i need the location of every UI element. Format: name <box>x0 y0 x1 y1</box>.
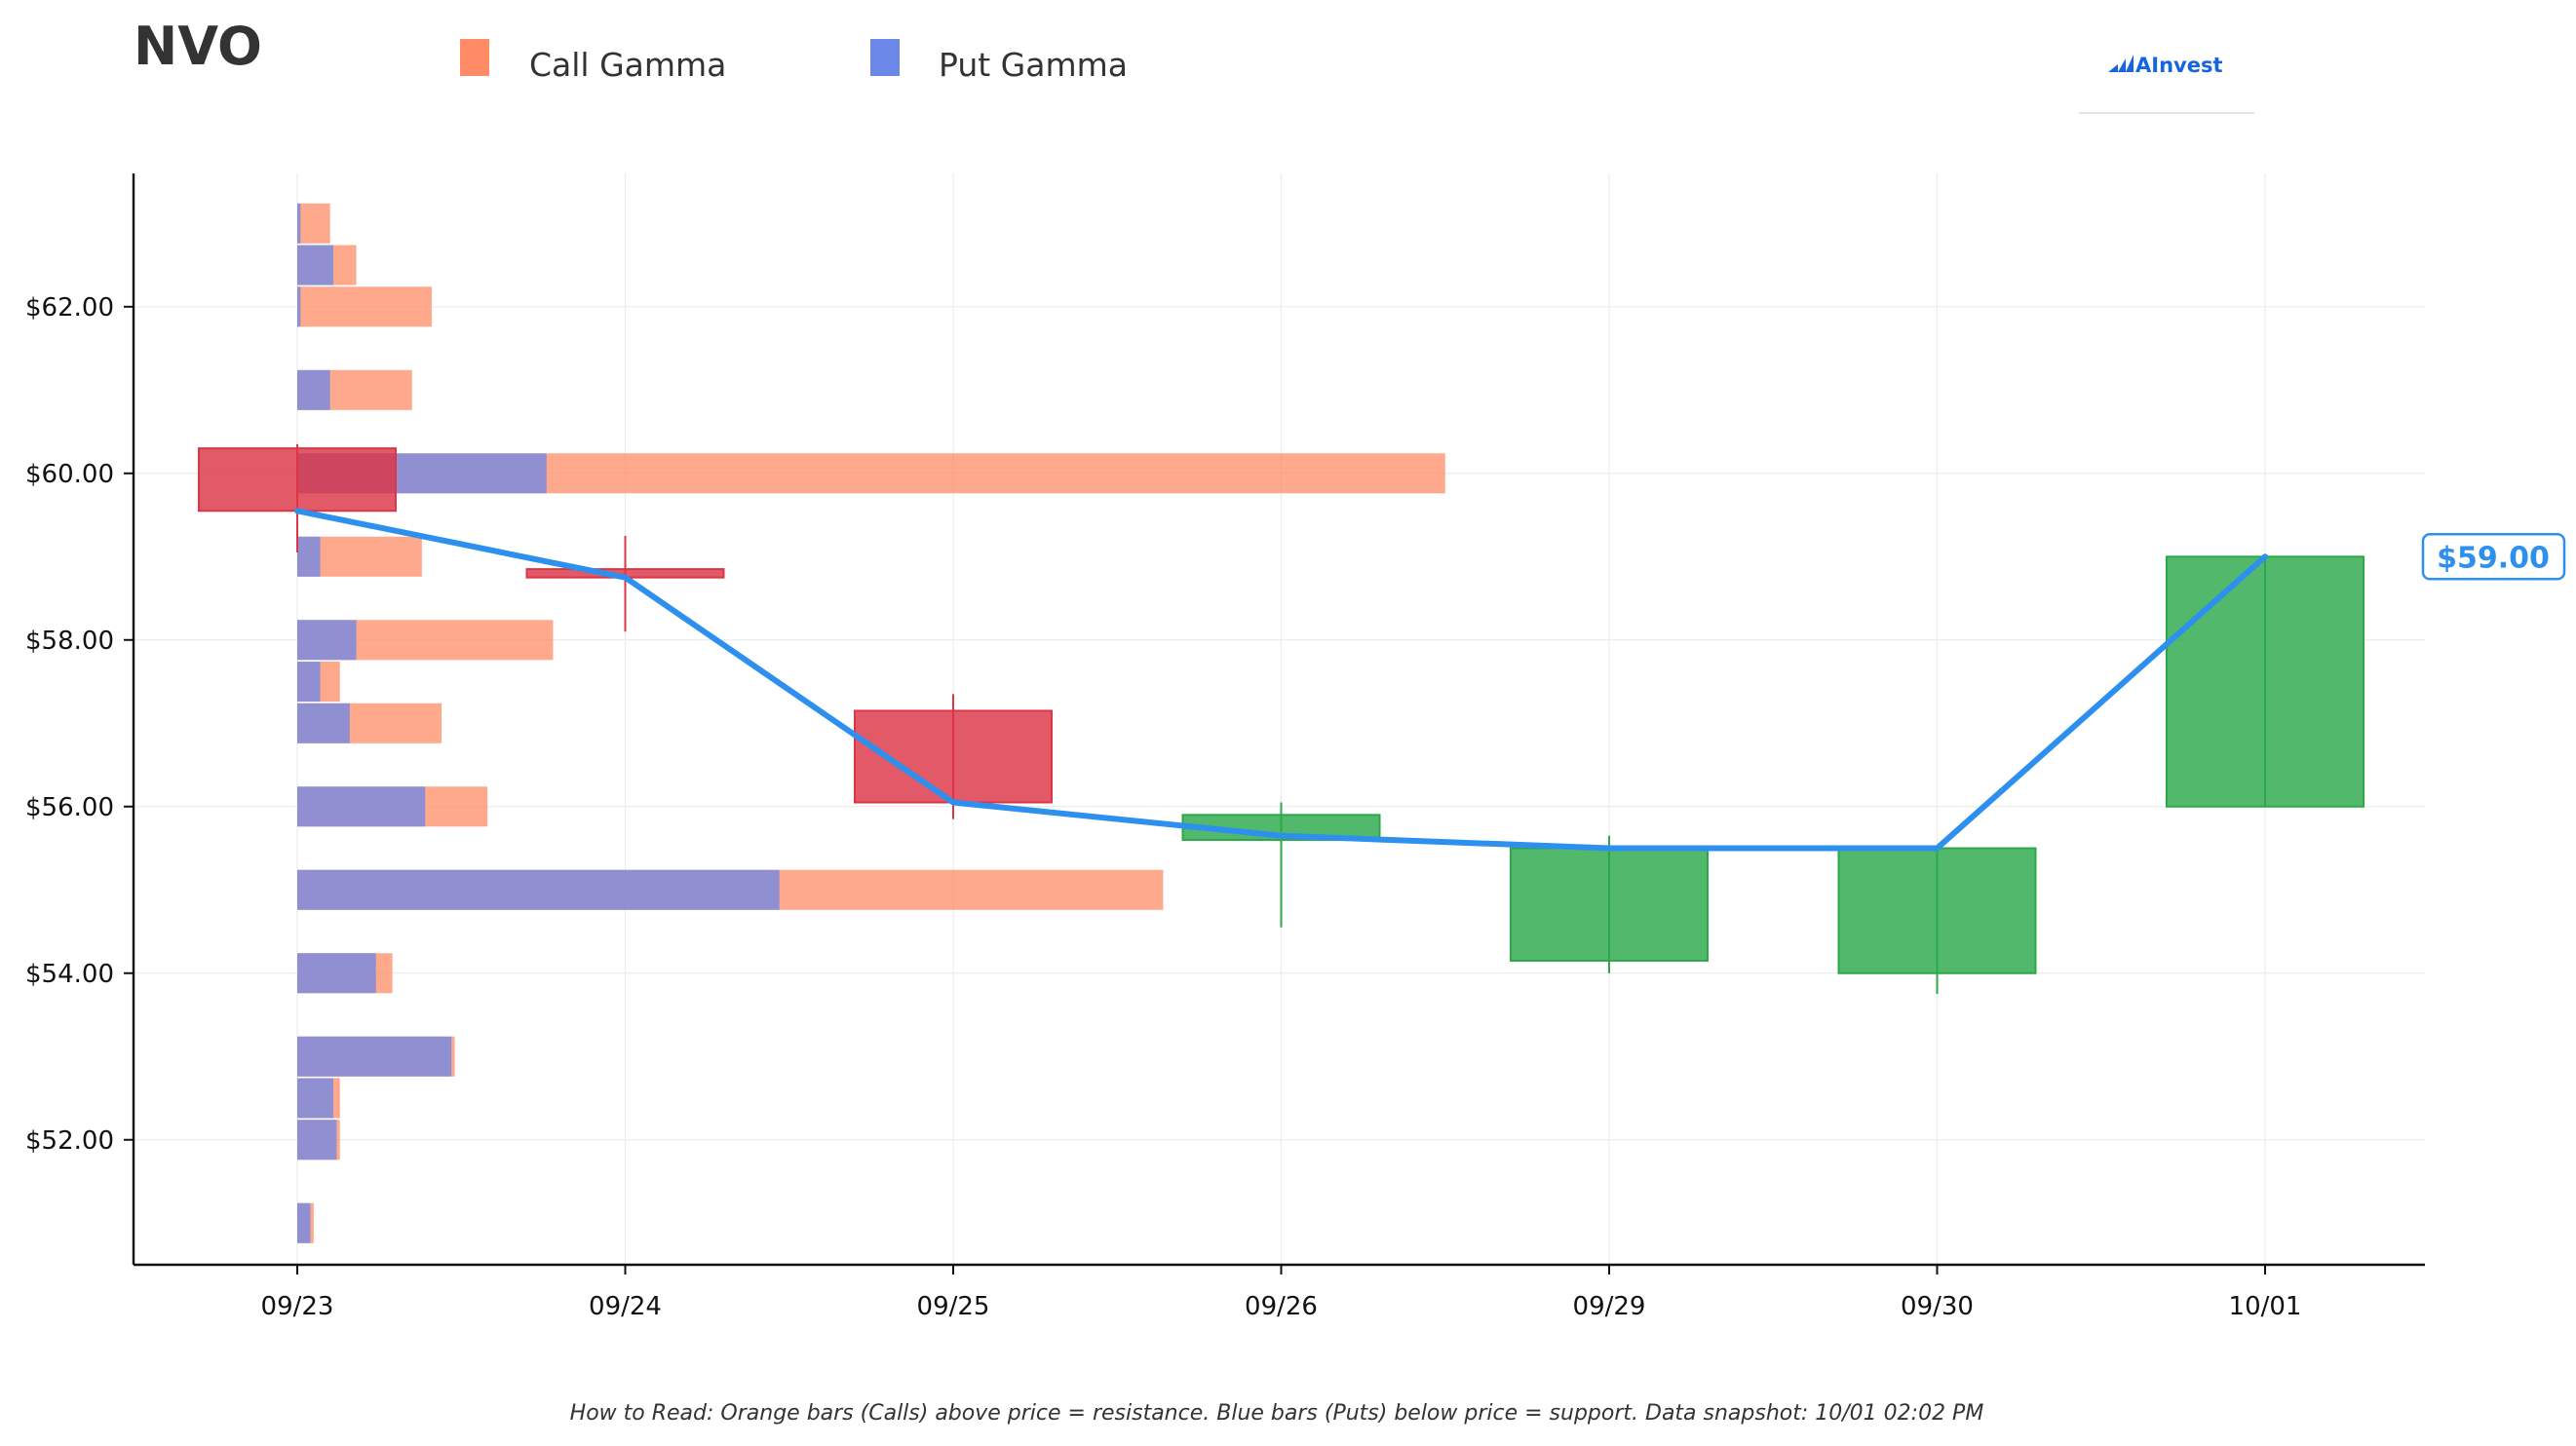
candle-body <box>1510 847 1709 962</box>
put-gamma-bar <box>297 286 301 327</box>
x-tick-label: 09/30 <box>1901 1292 1974 1321</box>
x-tick-label: 09/25 <box>917 1292 990 1321</box>
legend-swatch-put <box>870 39 900 76</box>
y-tick-label: $58.00 <box>25 627 114 656</box>
candle-body <box>198 447 397 513</box>
put-gamma-bar <box>297 536 321 577</box>
put-gamma-bar <box>297 703 350 743</box>
price-label: $59.00 <box>2421 533 2566 581</box>
put-gamma-bar <box>297 1202 311 1243</box>
x-tick-label: 09/24 <box>589 1292 662 1321</box>
current-price-badge <box>2421 533 2566 581</box>
legend-label-put: Put Gamma <box>939 46 1128 84</box>
y-tick-label: $56.00 <box>25 793 114 822</box>
put-gamma-bar <box>297 620 357 661</box>
ticker-title: NVO <box>134 16 262 77</box>
put-gamma-bar <box>297 786 426 827</box>
put-gamma-bar <box>297 1120 337 1161</box>
close-line <box>294 508 2268 852</box>
legend-swatch-call <box>460 39 489 76</box>
put-gamma-bar <box>297 953 376 994</box>
close-price-line <box>294 508 2268 852</box>
x-tick-label: 09/29 <box>1573 1292 1646 1321</box>
y-tick-label: $62.00 <box>25 293 114 323</box>
put-gamma-bar <box>297 1078 334 1119</box>
candle-body <box>2166 555 2365 808</box>
candle-body <box>1837 847 2037 974</box>
chart-growth-icon <box>2108 55 2134 72</box>
gamma-bars <box>297 203 1445 1243</box>
footnote: How to Read: Orange bars (Calls) above p… <box>570 1401 1984 1426</box>
candles <box>198 443 2365 995</box>
axes: $52.00 $54.00 $56.00 $58.00 $60.00 $62.00 09/2… <box>25 173 2425 1321</box>
x-tick-label: 09/23 <box>261 1292 334 1321</box>
y-tick-label: $60.00 <box>25 460 114 489</box>
x-tick-label: 10/01 <box>2229 1292 2302 1321</box>
y-tick-label: $52.00 <box>25 1126 114 1156</box>
legend: Call Gamma Put Gamma <box>460 39 1128 84</box>
put-gamma-bar <box>297 245 334 285</box>
put-gamma-bar <box>297 869 780 910</box>
put-gamma-bar <box>297 203 301 244</box>
put-gamma-bar <box>297 662 321 703</box>
put-gamma-bar <box>297 1036 452 1077</box>
call-gamma-bar <box>297 203 330 244</box>
put-gamma-bar <box>297 369 330 410</box>
brand-name: AInvest <box>2135 54 2223 77</box>
x-tick-label: 09/26 <box>1245 1292 1318 1321</box>
call-gamma-bar <box>297 286 432 327</box>
current-price-label: $59.00 <box>2437 541 2550 575</box>
y-tick-label: $54.00 <box>25 960 114 989</box>
legend-label-call: Call Gamma <box>529 46 726 84</box>
brand-logo: AInvest <box>2079 54 2254 114</box>
